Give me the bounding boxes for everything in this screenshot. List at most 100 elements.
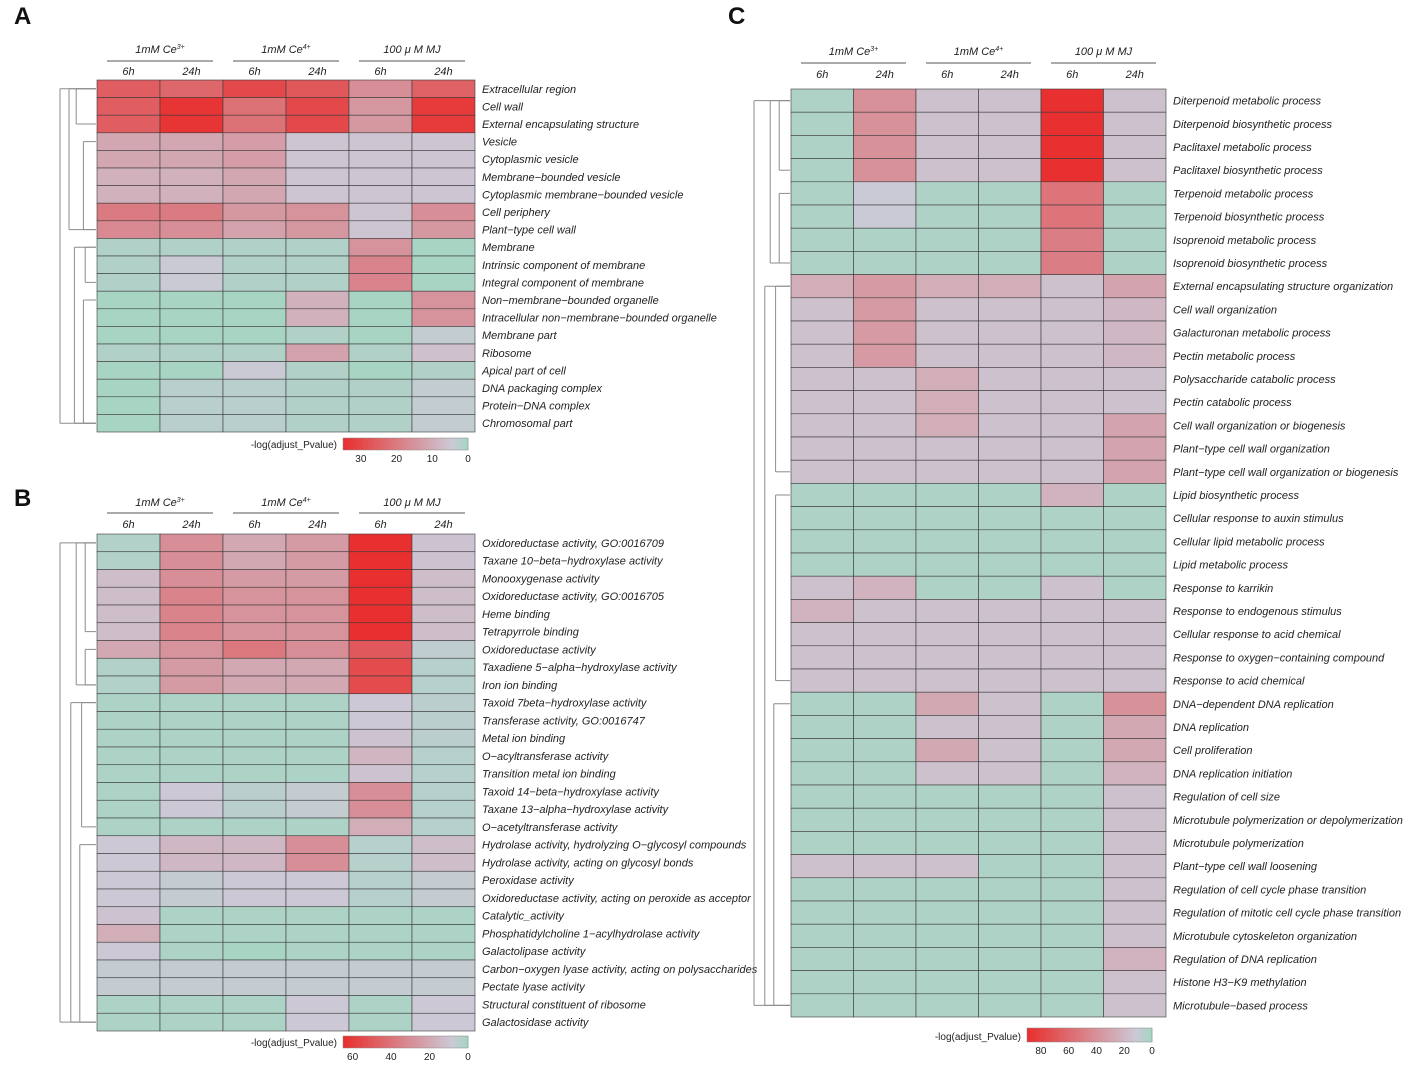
heatmap-cell xyxy=(853,459,917,484)
colorbar-step xyxy=(352,1036,356,1048)
heatmap-cell xyxy=(348,396,413,415)
heatmap-cell xyxy=(285,414,350,433)
heatmap-cell xyxy=(915,343,979,368)
heatmap-cell xyxy=(411,746,476,766)
heatmap-cell xyxy=(1103,900,1167,925)
colorbar-step xyxy=(452,438,456,450)
heatmap-cell xyxy=(915,459,979,484)
heatmap-cell xyxy=(222,273,287,292)
heatmap-cell xyxy=(853,390,917,415)
colorbar-step xyxy=(421,1036,425,1048)
heatmap-cell xyxy=(222,995,287,1014)
heatmap-cell xyxy=(222,799,287,819)
colorbar-step xyxy=(1098,1028,1103,1042)
group-label: 1mM Ce3+ xyxy=(135,44,185,56)
colorbar-step xyxy=(386,1036,391,1048)
heatmap-cell xyxy=(348,924,413,943)
colorbar: -log(adjust_Pvalue) 60 40 20 0 xyxy=(251,1035,471,1063)
colorbar-step xyxy=(436,1036,441,1048)
heatmap-cell xyxy=(915,691,979,716)
row-label: Monooxygenase activity xyxy=(482,573,601,585)
heatmap-cell xyxy=(853,807,917,832)
heatmap-cell xyxy=(1040,158,1104,183)
heatmap-cell xyxy=(348,817,413,837)
colorbar-step xyxy=(1067,1028,1072,1042)
heatmap-cell xyxy=(348,764,413,783)
heatmap-cell xyxy=(285,569,350,588)
heatmap-cell xyxy=(1040,390,1104,415)
row-label: Hydrolase activity, acting on glycosyl b… xyxy=(482,857,694,869)
heatmap-cell xyxy=(1103,413,1167,438)
heatmap-cell xyxy=(915,715,979,739)
heatmap-cell xyxy=(1040,483,1104,507)
colorbar-step xyxy=(1111,1028,1115,1042)
row-label: Polysaccharide catabolic process xyxy=(1173,374,1336,386)
heatmap-cell xyxy=(411,941,476,961)
heatmap-cell xyxy=(285,995,350,1014)
colorbar-step xyxy=(371,1036,375,1048)
heatmap-cell xyxy=(853,691,917,716)
heatmap-cell xyxy=(348,995,413,1014)
colorbar-step xyxy=(418,1036,422,1048)
colorbar-step xyxy=(418,438,422,450)
panel-letter-a: A xyxy=(14,3,31,30)
row-label: Oxidoreductase activity xyxy=(482,644,597,656)
heatmap-cell xyxy=(348,728,413,748)
row-label: Paclitaxel biosynthetic process xyxy=(1173,165,1323,177)
heatmap-cell xyxy=(978,923,1042,948)
heatmap-cell xyxy=(159,238,224,257)
heatmap-cell xyxy=(790,459,854,484)
heatmap-cell xyxy=(978,413,1042,438)
heatmap-cell xyxy=(222,1012,287,1032)
heatmap-cell xyxy=(1103,343,1167,368)
heatmap-cell xyxy=(1040,575,1104,600)
heatmap-cell xyxy=(915,807,979,832)
heatmap-cell xyxy=(348,220,413,239)
heatmap-cell xyxy=(159,290,224,310)
colorbar-step xyxy=(461,1036,466,1048)
colorbar-step xyxy=(439,438,444,450)
heatmap-cell xyxy=(411,220,476,239)
heatmap-cell xyxy=(1103,761,1167,786)
row-label: Galacturonan metabolic process xyxy=(1173,328,1331,340)
heatmap-cell xyxy=(915,970,979,995)
heatmap-cell xyxy=(285,799,350,819)
heatmap-cell xyxy=(285,378,350,398)
heatmap-cell xyxy=(411,924,476,943)
heatmap-cell xyxy=(411,378,476,398)
column-label: 6h xyxy=(122,66,134,78)
heatmap-cell xyxy=(978,251,1042,275)
heatmap-cell xyxy=(96,343,161,362)
heatmap-cell xyxy=(790,88,854,113)
heatmap-cell xyxy=(285,941,350,961)
heatmap-cell xyxy=(978,204,1042,229)
row-label: Galactolipase activity xyxy=(482,946,587,958)
colorbar-step xyxy=(408,1036,413,1048)
colorbar-step xyxy=(414,1036,419,1048)
colorbar-step xyxy=(1130,1028,1134,1042)
heatmap-cell xyxy=(1040,297,1104,322)
colorbar-tick: 0 xyxy=(465,1052,471,1063)
heatmap-cell xyxy=(790,970,854,995)
colorbar-step xyxy=(355,1036,360,1048)
heatmap-cell xyxy=(285,711,350,730)
row-label: Oxidoreductase activity, GO:0016709 xyxy=(482,538,664,550)
heatmap-cell xyxy=(222,220,287,239)
heatmap-cell xyxy=(159,414,224,433)
heatmap-cell xyxy=(1040,436,1104,461)
heatmap-cell xyxy=(853,738,917,763)
dendrogram xyxy=(753,100,790,1006)
row-label: Taxadiene 5−alpha−hydroxylase activity xyxy=(482,662,678,674)
colorbar-step xyxy=(436,438,441,450)
colorbar-step xyxy=(389,438,394,450)
column-label: 24h xyxy=(433,519,452,531)
heatmap-cell xyxy=(978,807,1042,832)
heatmap-cell xyxy=(1040,900,1104,925)
heatmap-cell xyxy=(348,888,413,908)
row-label: Membrane−bounded vesicle xyxy=(482,172,621,184)
heatmap-cell xyxy=(853,506,917,531)
row-label: Tetrapyrrole binding xyxy=(482,627,580,639)
colorbar-step xyxy=(1105,1028,1109,1042)
heatmap-cell xyxy=(96,569,161,588)
heatmap-cell xyxy=(348,551,413,570)
